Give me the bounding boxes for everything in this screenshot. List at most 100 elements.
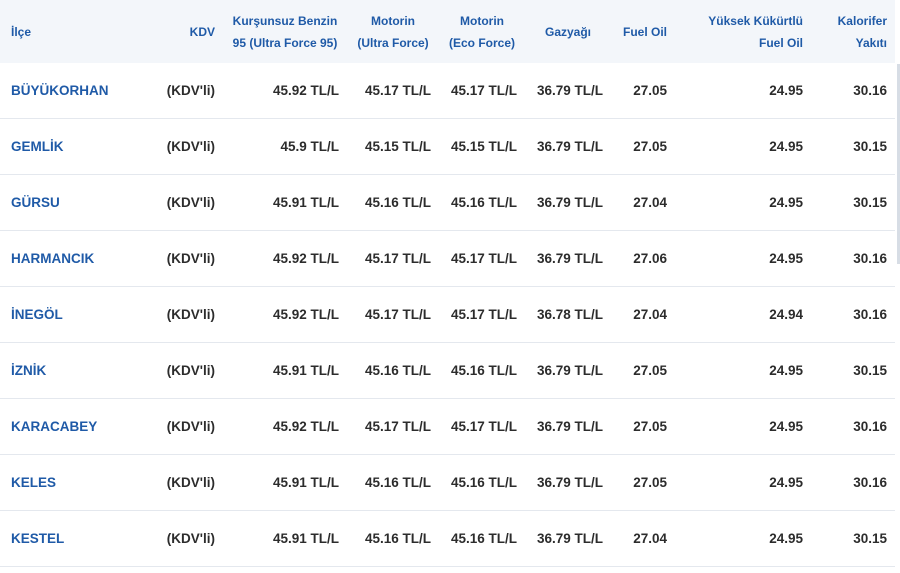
header-kerosene[interactable]: Gazyağı [525, 0, 611, 63]
district-link[interactable]: GEMLİK [0, 118, 120, 175]
unleaded-95-cell: 45.92 TL/L [223, 286, 347, 343]
diesel-ultra-cell: 45.16 TL/L [347, 510, 439, 567]
high-sulfur-fuel-oil-cell: 24.94 [675, 286, 811, 343]
table-body: BÜYÜKORHAN (KDV'li) 45.92 TL/L 45.17 TL/L 45… [0, 63, 895, 567]
fuel-oil-cell: 27.05 [611, 454, 675, 511]
table-row: KARACABEY (KDV'li) 45.92 TL/L 45.17 TL/L 45.… [0, 398, 895, 455]
diesel-eco-cell: 45.16 TL/L [439, 174, 525, 231]
district-link[interactable]: KESTEL [0, 510, 120, 567]
heating-fuel-cell: 30.15 [811, 118, 895, 175]
unleaded-95-cell: 45.9 TL/L [223, 118, 347, 175]
diesel-ultra-cell: 45.16 TL/L [347, 174, 439, 231]
unleaded-95-cell: 45.91 TL/L [223, 342, 347, 399]
table-row: GÜRSU (KDV'li) 45.91 TL/L 45.16 TL/L 45.16 T… [0, 174, 895, 231]
kerosene-cell: 36.79 TL/L [525, 174, 611, 231]
diesel-eco-cell: 45.17 TL/L [439, 63, 525, 119]
header-diesel-ultra[interactable]: Motorin (Ultra Force) [347, 0, 439, 63]
fuel-oil-cell: 27.04 [611, 174, 675, 231]
diesel-ultra-cell: 45.17 TL/L [347, 398, 439, 455]
diesel-eco-cell: 45.16 TL/L [439, 454, 525, 511]
district-link[interactable]: GÜRSU [0, 174, 120, 231]
kdv-cell: (KDV'li) [120, 454, 223, 511]
kerosene-cell: 36.78 TL/L [525, 286, 611, 343]
unleaded-95-cell: 45.91 TL/L [223, 454, 347, 511]
fuel-oil-cell: 27.06 [611, 230, 675, 287]
header-heating-fuel[interactable]: Kalorifer Yakıtı [811, 0, 895, 63]
district-link[interactable]: İNEGÖL [0, 286, 120, 343]
unleaded-95-cell: 45.91 TL/L [223, 174, 347, 231]
district-link[interactable]: BÜYÜKORHAN [0, 63, 120, 119]
header-district[interactable]: İlçe [0, 0, 120, 63]
kdv-cell: (KDV'li) [120, 286, 223, 343]
diesel-eco-cell: 45.17 TL/L [439, 398, 525, 455]
diesel-ultra-cell: 45.17 TL/L [347, 286, 439, 343]
heating-fuel-cell: 30.15 [811, 174, 895, 231]
kdv-cell: (KDV'li) [120, 342, 223, 399]
heating-fuel-cell: 30.16 [811, 230, 895, 287]
district-link[interactable]: İZNİK [0, 342, 120, 399]
diesel-ultra-cell: 45.17 TL/L [347, 230, 439, 287]
header-unleaded-95[interactable]: Kurşunsuz Benzin 95 (Ultra Force 95) [223, 0, 347, 63]
diesel-ultra-cell: 45.16 TL/L [347, 342, 439, 399]
diesel-ultra-cell: 45.17 TL/L [347, 63, 439, 119]
high-sulfur-fuel-oil-cell: 24.95 [675, 454, 811, 511]
fuel-oil-cell: 27.05 [611, 63, 675, 119]
fuel-oil-cell: 27.05 [611, 342, 675, 399]
district-link[interactable]: KELES [0, 454, 120, 511]
kdv-cell: (KDV'li) [120, 63, 223, 119]
heating-fuel-cell: 30.16 [811, 454, 895, 511]
kerosene-cell: 36.79 TL/L [525, 342, 611, 399]
high-sulfur-fuel-oil-cell: 24.95 [675, 230, 811, 287]
table-header-row: İlçe KDV Kurşunsuz Benzin 95 (Ultra Forc… [0, 0, 895, 63]
high-sulfur-fuel-oil-cell: 24.95 [675, 63, 811, 119]
unleaded-95-cell: 45.92 TL/L [223, 230, 347, 287]
kerosene-cell: 36.79 TL/L [525, 230, 611, 287]
header-diesel-eco[interactable]: Motorin (Eco Force) [439, 0, 525, 63]
high-sulfur-fuel-oil-cell: 24.95 [675, 174, 811, 231]
kerosene-cell: 36.79 TL/L [525, 398, 611, 455]
fuel-oil-cell: 27.05 [611, 398, 675, 455]
fuel-oil-cell: 27.04 [611, 286, 675, 343]
table-row: HARMANCIK (KDV'li) 45.92 TL/L 45.17 TL/L 45.… [0, 230, 895, 287]
heating-fuel-cell: 30.16 [811, 63, 895, 119]
header-high-sulfur-fuel-oil[interactable]: Yüksek Kükürtlü Fuel Oil [675, 0, 811, 63]
kerosene-cell: 36.79 TL/L [525, 63, 611, 119]
header-fuel-oil[interactable]: Fuel Oil [611, 0, 675, 63]
heating-fuel-cell: 30.15 [811, 342, 895, 399]
heating-fuel-cell: 30.16 [811, 398, 895, 455]
diesel-ultra-cell: 45.16 TL/L [347, 454, 439, 511]
district-link[interactable]: HARMANCIK [0, 230, 120, 287]
diesel-eco-cell: 45.17 TL/L [439, 230, 525, 287]
header-kdv[interactable]: KDV [120, 0, 223, 63]
kdv-cell: (KDV'li) [120, 510, 223, 567]
diesel-eco-cell: 45.17 TL/L [439, 286, 525, 343]
table-row: BÜYÜKORHAN (KDV'li) 45.92 TL/L 45.17 TL/L 45… [0, 63, 895, 119]
kdv-cell: (KDV'li) [120, 230, 223, 287]
kdv-cell: (KDV'li) [120, 118, 223, 175]
table-row: KESTEL (KDV'li) 45.91 TL/L 45.16 TL/L 45.16 … [0, 510, 895, 567]
heating-fuel-cell: 30.15 [811, 510, 895, 567]
heating-fuel-cell: 30.16 [811, 286, 895, 343]
fuel-oil-cell: 27.05 [611, 118, 675, 175]
table-row: GEMLİK (KDV'li) 45.9 TL/L 45.15 TL/L 45.15 T… [0, 118, 895, 175]
unleaded-95-cell: 45.92 TL/L [223, 398, 347, 455]
table-row: İNEGÖL (KDV'li) 45.92 TL/L 45.17 TL/L 45.17 … [0, 286, 895, 343]
diesel-ultra-cell: 45.15 TL/L [347, 118, 439, 175]
table-row: KELES (KDV'li) 45.91 TL/L 45.16 TL/L 45.16 T… [0, 454, 895, 511]
diesel-eco-cell: 45.16 TL/L [439, 510, 525, 567]
high-sulfur-fuel-oil-cell: 24.95 [675, 398, 811, 455]
table-row: İZNİK (KDV'li) 45.91 TL/L 45.16 TL/L 45.16 T… [0, 342, 895, 399]
kdv-cell: (KDV'li) [120, 174, 223, 231]
kdv-cell: (KDV'li) [120, 398, 223, 455]
unleaded-95-cell: 45.91 TL/L [223, 510, 347, 567]
fuel-oil-cell: 27.04 [611, 510, 675, 567]
diesel-eco-cell: 45.16 TL/L [439, 342, 525, 399]
district-link[interactable]: KARACABEY [0, 398, 120, 455]
scrollbar[interactable] [897, 64, 900, 264]
kerosene-cell: 36.79 TL/L [525, 510, 611, 567]
high-sulfur-fuel-oil-cell: 24.95 [675, 510, 811, 567]
kerosene-cell: 36.79 TL/L [525, 118, 611, 175]
diesel-eco-cell: 45.15 TL/L [439, 118, 525, 175]
